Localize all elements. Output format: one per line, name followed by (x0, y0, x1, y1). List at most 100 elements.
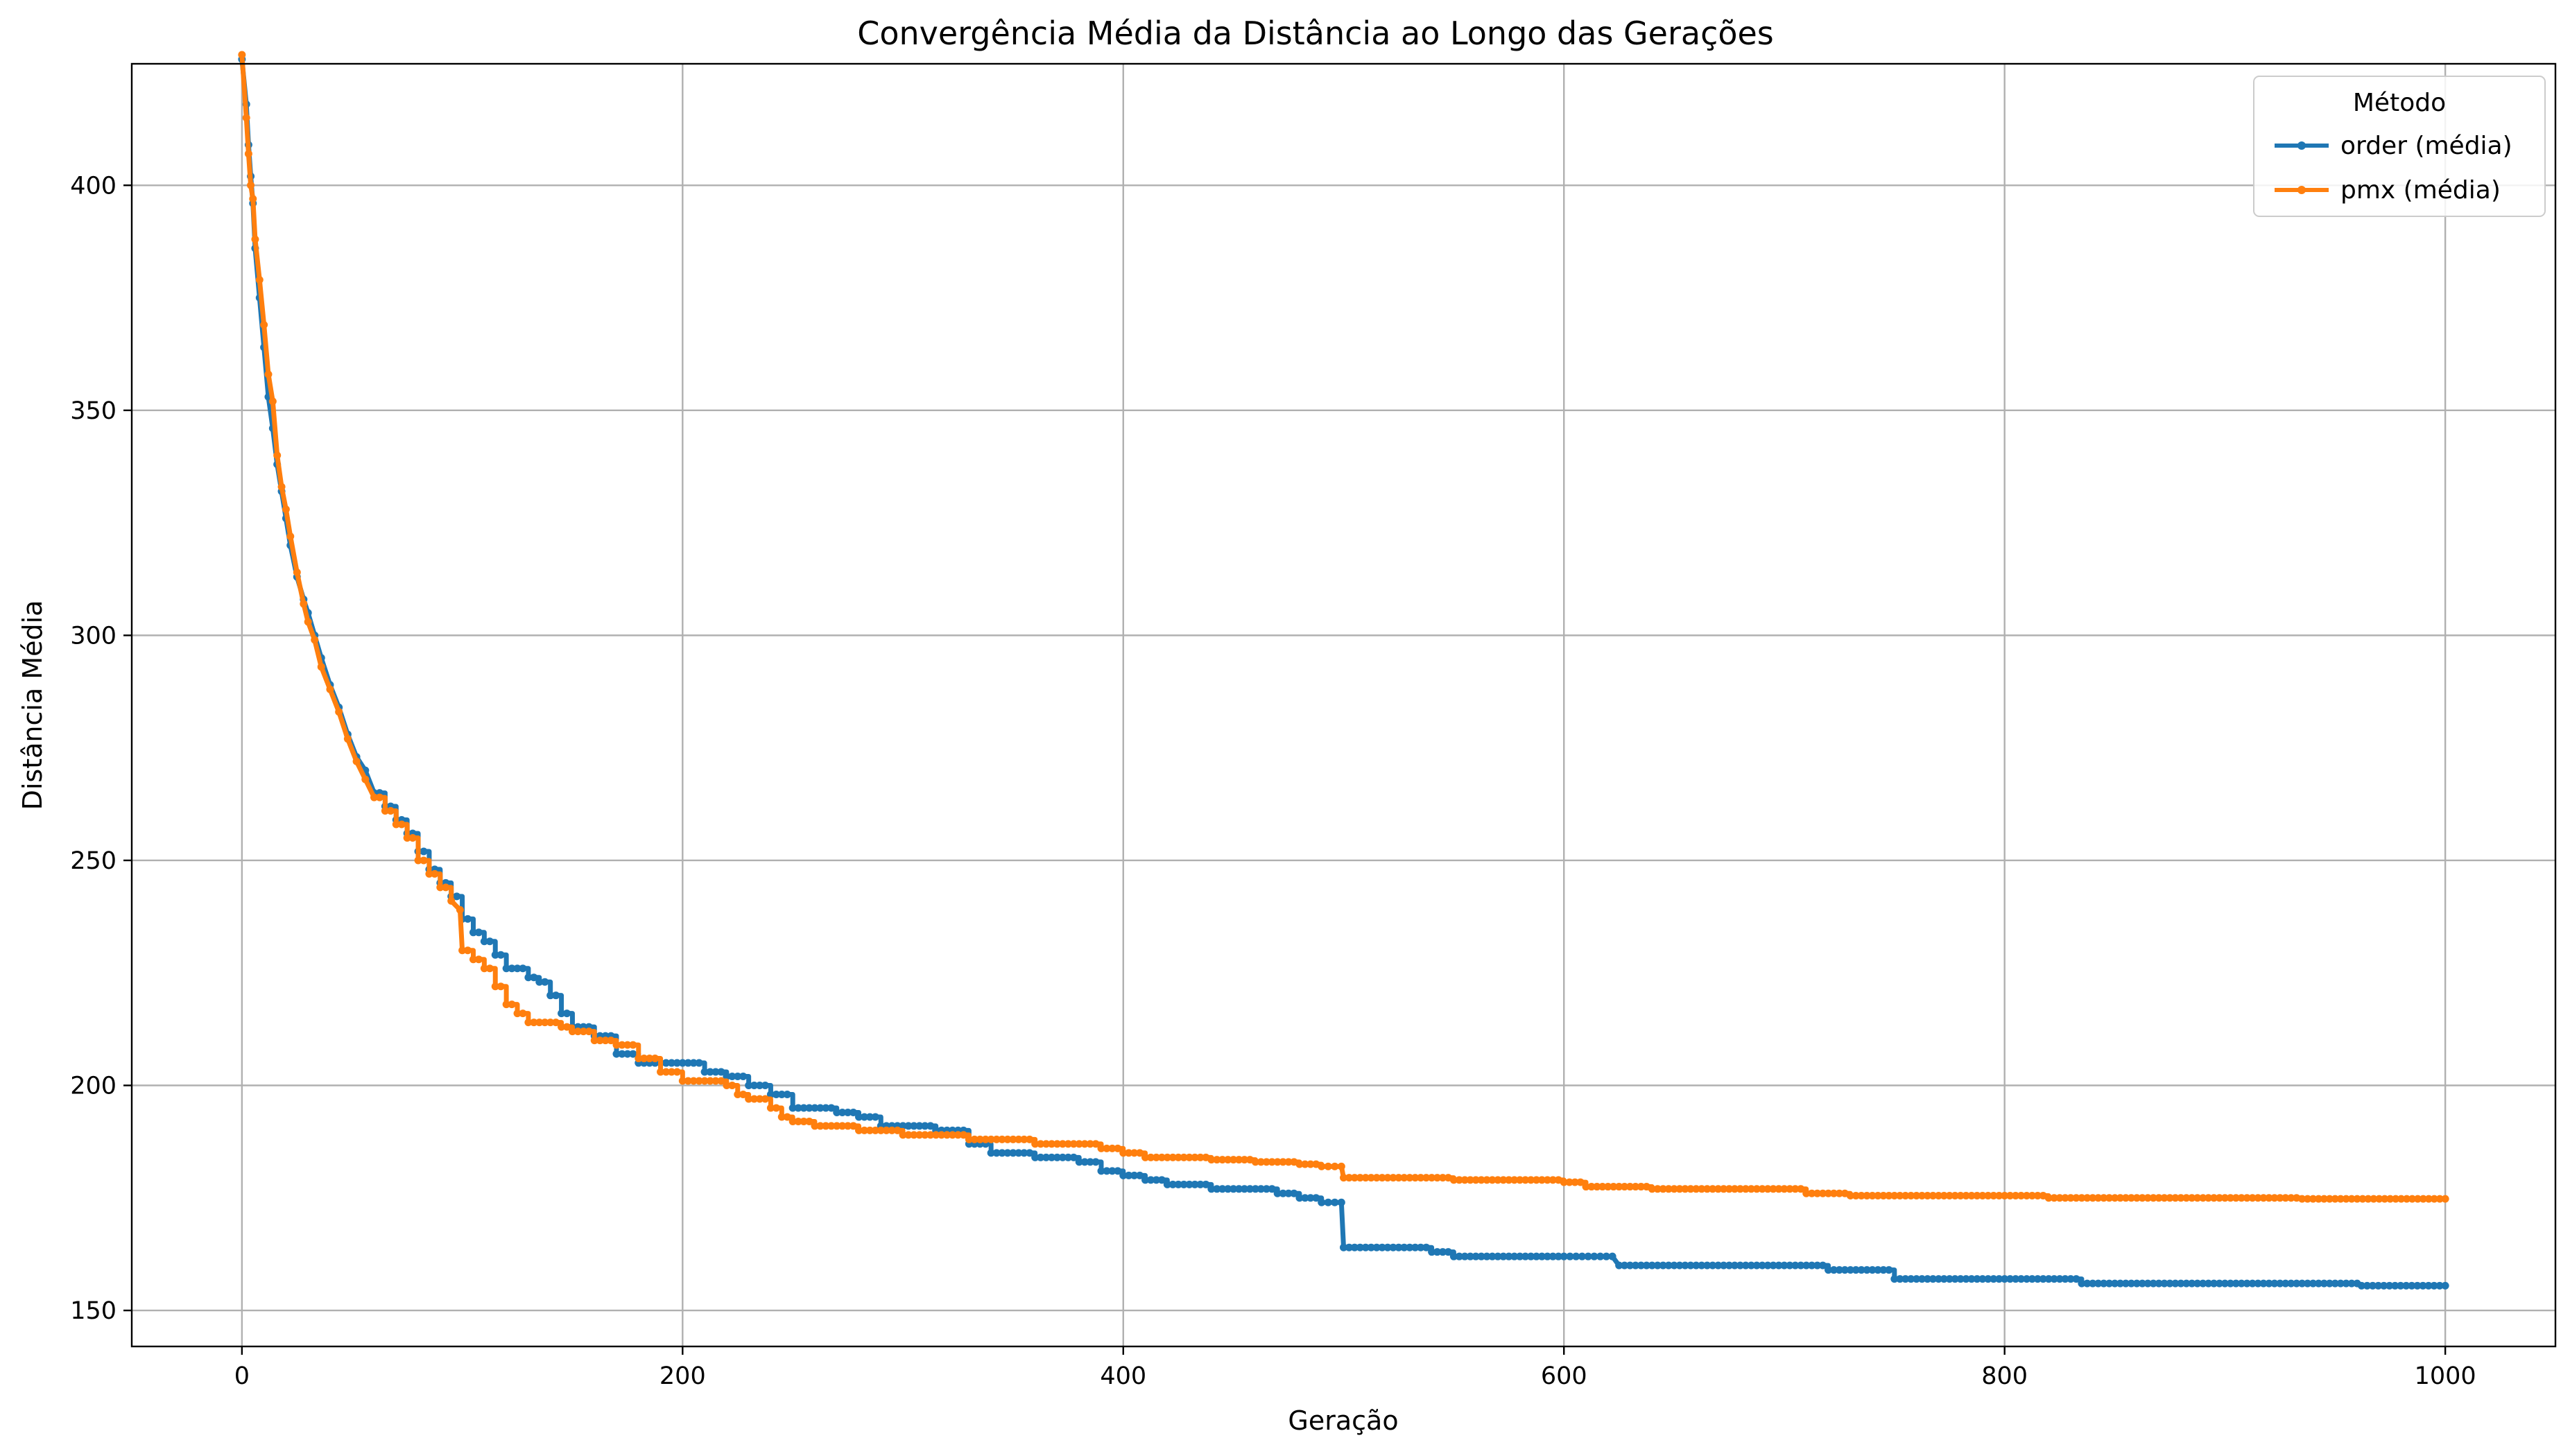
data-point (242, 114, 250, 122)
data-point (480, 964, 488, 973)
data-point (788, 1104, 797, 1112)
data-point (2276, 1279, 2284, 1288)
data-point (1241, 1185, 1249, 1193)
data-point (361, 775, 370, 783)
data-point (1290, 1158, 1298, 1166)
data-point (2336, 1195, 2345, 1203)
data-point (2270, 1279, 2279, 1288)
data-point (904, 1122, 913, 1130)
data-point (888, 1126, 896, 1134)
data-point (2199, 1194, 2207, 1202)
data-point (1064, 1153, 1072, 1161)
data-point (1180, 1153, 1188, 1161)
data-point (2022, 1275, 2030, 1283)
data-point (1417, 1243, 1425, 1251)
data-point (954, 1131, 962, 1139)
x-tick-label: 800 (1981, 1362, 2028, 1390)
data-point (2210, 1194, 2218, 1202)
data-point (756, 1082, 764, 1090)
data-point (1840, 1266, 1849, 1274)
data-point (502, 1000, 510, 1009)
data-point (2220, 1194, 2229, 1202)
data-point (1714, 1185, 1723, 1193)
data-point (2413, 1195, 2422, 1203)
data-point (1053, 1153, 1061, 1161)
data-point (2083, 1194, 2092, 1202)
data-point (1802, 1261, 1811, 1269)
x-tick-label: 400 (1100, 1362, 1146, 1390)
data-point (712, 1077, 720, 1085)
y-tick-label: 250 (70, 847, 117, 875)
data-point (816, 1122, 825, 1130)
data-point (1945, 1275, 1954, 1283)
data-point (1383, 1174, 1392, 1182)
data-point (2067, 1194, 2075, 1202)
data-point (1984, 1192, 1992, 1200)
data-point (1533, 1176, 1541, 1184)
data-point (1990, 1192, 1998, 1200)
data-point (844, 1108, 852, 1116)
data-point (1301, 1160, 1309, 1168)
data-point (1802, 1189, 1811, 1197)
data-point (1642, 1261, 1650, 1269)
data-point (1885, 1192, 1893, 1200)
data-point (860, 1113, 868, 1121)
data-point (1218, 1156, 1227, 1164)
x-tick-label: 1000 (2415, 1362, 2476, 1390)
data-point (464, 915, 472, 923)
data-point (2105, 1279, 2114, 1288)
data-point (326, 685, 334, 693)
data-point (1736, 1185, 1744, 1193)
data-point (2325, 1279, 2334, 1288)
data-point (1224, 1156, 1232, 1164)
data-point (1626, 1183, 1635, 1191)
data-point (1048, 1153, 1056, 1161)
data-point (1367, 1174, 1375, 1182)
data-point (1775, 1185, 1783, 1193)
data-point (530, 973, 538, 982)
data-point (1537, 1176, 1546, 1184)
data-point (1852, 1192, 1860, 1200)
data-point (1664, 1261, 1673, 1269)
data-point (1477, 1176, 1485, 1184)
data-point (485, 937, 494, 946)
data-point (640, 1055, 648, 1063)
data-point (425, 869, 433, 878)
data-point (635, 1055, 643, 1063)
x-axis-ticks: 0 200 400 600 800 1000 (234, 1346, 2476, 1390)
data-point (1604, 1183, 1612, 1191)
data-point (1389, 1174, 1397, 1182)
data-point (436, 883, 445, 892)
data-point (2293, 1279, 2301, 1288)
data-point (2282, 1279, 2290, 1288)
data-point (2287, 1194, 2295, 1202)
data-point (1874, 1266, 1882, 1274)
data-point (1119, 1171, 1128, 1179)
legend-title: Método (2353, 89, 2446, 117)
data-point (2357, 1281, 2365, 1290)
data-point (2309, 1279, 2317, 1288)
data-point (1825, 1189, 1832, 1197)
data-point (2232, 1194, 2240, 1202)
data-point (938, 1131, 946, 1139)
data-point (568, 1028, 576, 1036)
data-point (1752, 1185, 1761, 1193)
data-point (1808, 1189, 1816, 1197)
data-point (1185, 1153, 1193, 1161)
data-point (513, 964, 521, 973)
data-point (2072, 1194, 2080, 1202)
data-point (2331, 1279, 2339, 1288)
data-point (546, 1019, 555, 1027)
data-point (1086, 1158, 1094, 1166)
data-point (2132, 1279, 2141, 1288)
data-point (375, 793, 383, 801)
data-point (2402, 1281, 2411, 1290)
data-point (2121, 1194, 2130, 1202)
data-point (1703, 1185, 1711, 1193)
data-point (2424, 1281, 2433, 1290)
data-point (1245, 1156, 1254, 1164)
data-point (535, 1019, 544, 1027)
data-point (618, 1050, 626, 1058)
data-point (1241, 1156, 1249, 1164)
data-point (2193, 1279, 2202, 1288)
